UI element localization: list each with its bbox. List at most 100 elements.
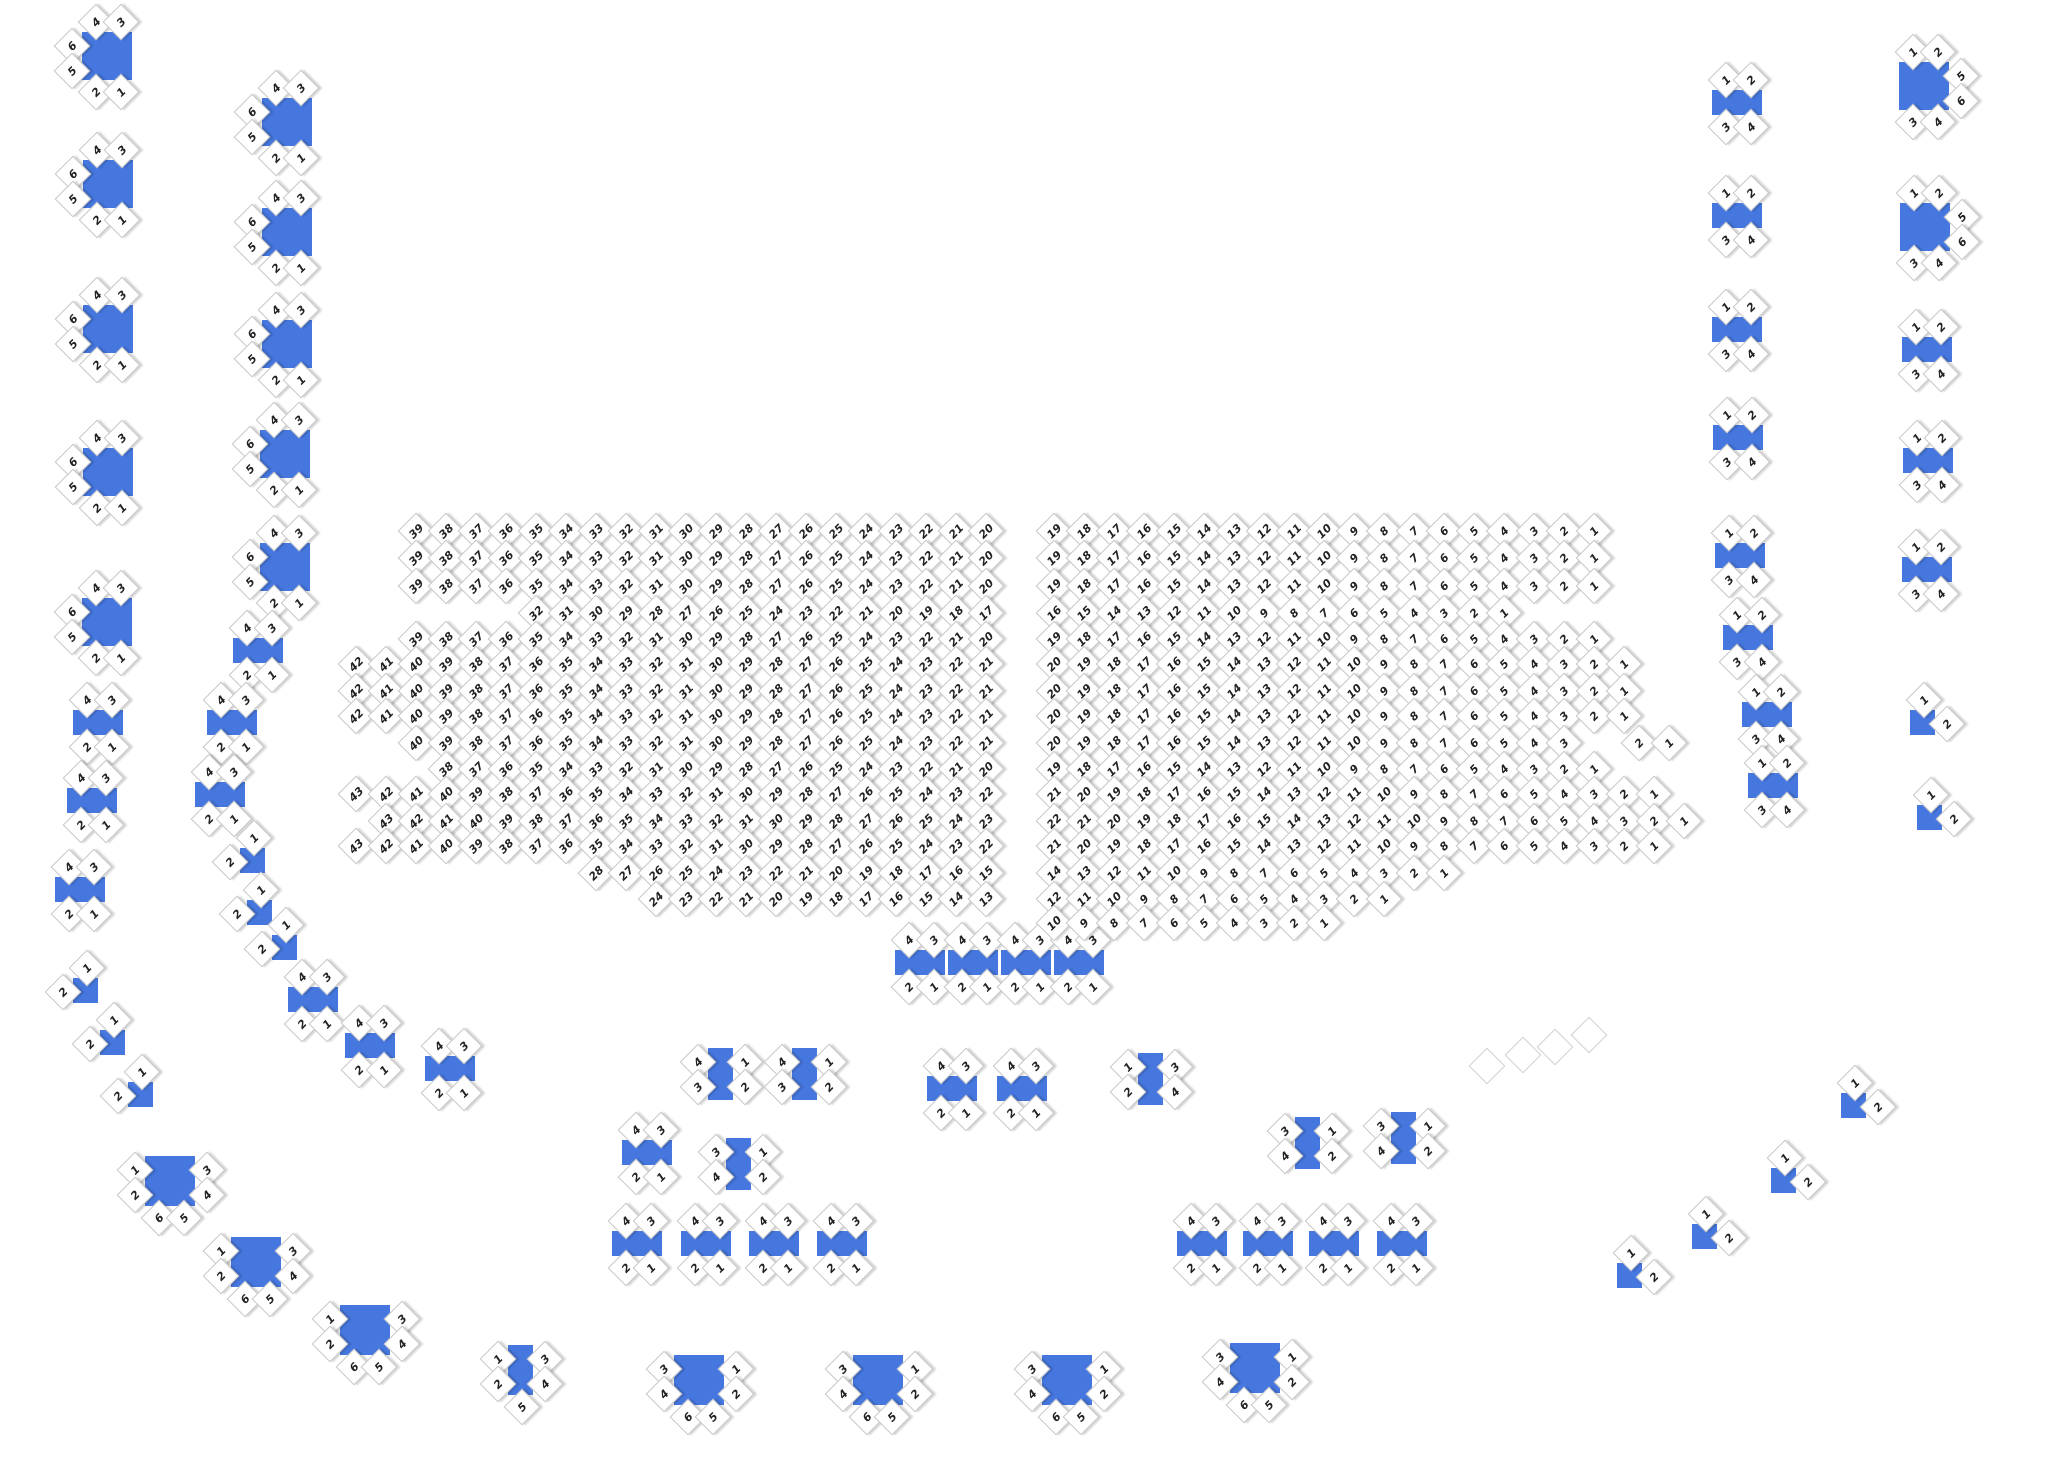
seat-label: 16 — [1163, 653, 1185, 675]
seat-label: 30 — [735, 783, 757, 805]
seat-label: 4 — [1406, 605, 1422, 621]
seat[interactable]: 1 — [1665, 802, 1703, 840]
seat[interactable]: 1 — [1305, 904, 1343, 942]
seat-label: 3 — [1032, 932, 1048, 948]
seat-label: 2 — [628, 1169, 644, 1185]
seat-label: 32 — [675, 783, 697, 805]
seat-label: 6 — [65, 166, 81, 182]
table — [1042, 1355, 1092, 1405]
seat-label: 12 — [1283, 705, 1305, 727]
seat-label: 9 — [1196, 865, 1212, 881]
seat-label: 9 — [1406, 786, 1422, 802]
seat-label: 29 — [765, 835, 787, 857]
seat-label: 1 — [1847, 1075, 1863, 1091]
seat-label: 8 — [1406, 708, 1422, 724]
seat[interactable]: 1 — [1365, 880, 1403, 918]
seat-label: 5 — [244, 129, 260, 145]
seat-label: 1 — [1916, 692, 1932, 708]
seat-label: 9 — [1376, 656, 1392, 672]
seat-label: 2 — [222, 854, 238, 870]
seat-label: 23 — [915, 653, 937, 675]
seat-label: 4 — [1526, 708, 1542, 724]
seat-label: 1 — [1324, 1123, 1340, 1139]
seat-label: 2 — [1773, 684, 1789, 700]
seat-label: 1 — [1340, 1260, 1356, 1276]
seat-label: 2 — [755, 1169, 771, 1185]
seat[interactable]: 1 — [1425, 854, 1463, 892]
seat-label: 30 — [705, 732, 727, 754]
seat-label: 7 — [1196, 891, 1212, 907]
seat-label: 1 — [293, 260, 309, 276]
seat-label: 1 — [1096, 1361, 1112, 1377]
table — [1391, 1112, 1416, 1164]
seat-label: 4 — [1277, 1148, 1293, 1164]
seat-label: 2 — [821, 1079, 837, 1095]
seat-label: 4 — [1743, 119, 1759, 135]
seat-label: 5 — [705, 1409, 721, 1425]
seat-label: 7 — [1256, 865, 1272, 881]
seat-label: 1 — [1032, 979, 1048, 995]
seat-label: 23 — [795, 602, 817, 624]
seat-label: 2 — [254, 941, 270, 957]
seat-label: 35 — [585, 835, 607, 857]
seat-label: 9 — [1346, 631, 1362, 647]
seat-label: 21 — [975, 705, 997, 727]
seat-label: 14 — [1193, 520, 1215, 542]
seat-label: 3 — [293, 302, 309, 318]
seat-label: 4 — [933, 1058, 949, 1074]
seat-label: 6 — [1226, 891, 1242, 907]
seat-label: 6 — [151, 1210, 167, 1226]
seat-label: 2 — [213, 739, 229, 755]
seat-label: 2 — [954, 979, 970, 995]
seat-label: 4 — [656, 1386, 672, 1402]
seat-label: 2 — [1556, 550, 1572, 566]
seat-label: 36 — [555, 783, 577, 805]
seat-label: 2 — [268, 372, 284, 388]
seat-label: 2 — [1743, 185, 1759, 201]
seat-label: 31 — [675, 705, 697, 727]
seat-label: 2 — [1324, 1148, 1340, 1164]
seat-label: 4 — [88, 580, 104, 596]
seat-label: 4 — [1315, 1213, 1331, 1229]
seat-label: 1 — [1676, 813, 1692, 829]
seat-label: 1 — [1616, 708, 1632, 724]
seat-label: 31 — [645, 547, 667, 569]
seat-label: 24 — [915, 835, 937, 857]
seat[interactable]: 13 — [967, 880, 1005, 918]
seat-label: 1 — [1748, 684, 1764, 700]
seat-label: 4 — [1933, 366, 1949, 382]
seat-label: 11 — [1343, 783, 1365, 805]
seat-label: 27 — [795, 705, 817, 727]
seat[interactable]: 1 — [1650, 724, 1688, 762]
seat-label: 1 — [1906, 185, 1922, 201]
seat-label: 30 — [585, 602, 607, 624]
seat-label: 1 — [1777, 1150, 1793, 1166]
seat-label: 39 — [465, 835, 487, 857]
seat-label: 15 — [1223, 783, 1245, 805]
seat-label: 2 — [1931, 185, 1947, 201]
seat-label: 17 — [915, 862, 937, 884]
seat-label: 1 — [319, 1016, 335, 1032]
seat-label: 1 — [291, 595, 307, 611]
seat-label: 29 — [765, 783, 787, 805]
seat-label: 2 — [737, 1079, 753, 1095]
seat-label: 25 — [855, 732, 877, 754]
seat-label: 4 — [201, 764, 217, 780]
seat[interactable]: 1 — [1635, 827, 1673, 865]
seat-label: 4 — [1526, 683, 1542, 699]
seat-label: 1 — [104, 739, 120, 755]
seat-label: 2 — [1284, 1374, 1300, 1390]
seat-label: 13 — [1253, 705, 1275, 727]
seat-label: 3 — [238, 692, 254, 708]
seat-label: 29 — [705, 547, 727, 569]
seat-label: 3 — [958, 1058, 974, 1074]
seat-label: 3 — [653, 1122, 669, 1138]
seat-label: 25 — [735, 602, 757, 624]
seat-label: 1 — [322, 1311, 338, 1327]
seat-label: 5 — [1496, 683, 1512, 699]
seat-label: 1 — [1316, 915, 1332, 931]
seat-label: 1 — [1698, 1206, 1714, 1222]
seat[interactable]: 1 — [1575, 567, 1613, 605]
seat-label: 1 — [226, 811, 242, 827]
